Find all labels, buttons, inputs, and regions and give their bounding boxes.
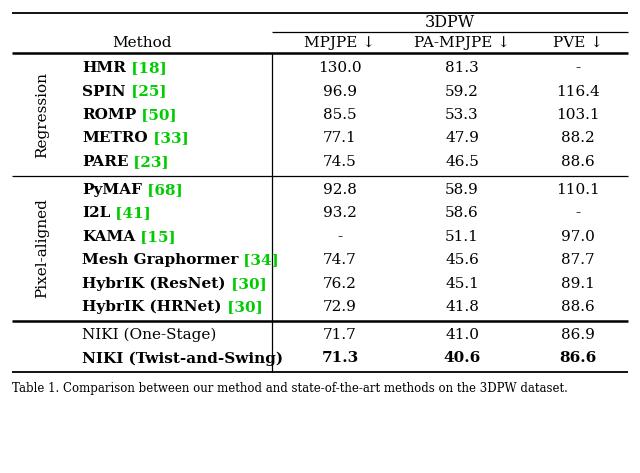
Text: 88.2: 88.2	[561, 131, 595, 146]
Text: 41.0: 41.0	[445, 328, 479, 342]
Text: Mesh Graphormer: Mesh Graphormer	[82, 253, 238, 267]
Text: [50]: [50]	[136, 108, 177, 122]
Text: 71.3: 71.3	[321, 351, 358, 366]
Text: NIKI (Twist-and-Swing): NIKI (Twist-and-Swing)	[82, 351, 283, 366]
Text: [30]: [30]	[225, 277, 266, 291]
Text: 88.6: 88.6	[561, 300, 595, 314]
Text: 74.5: 74.5	[323, 155, 357, 169]
Text: 96.9: 96.9	[323, 85, 357, 98]
Text: 76.2: 76.2	[323, 277, 357, 291]
Text: 97.0: 97.0	[561, 230, 595, 244]
Text: 58.6: 58.6	[445, 206, 479, 220]
Text: 51.1: 51.1	[445, 230, 479, 244]
Text: HybrIK (ResNet): HybrIK (ResNet)	[82, 277, 225, 291]
Text: -: -	[337, 230, 342, 244]
Text: [41]: [41]	[110, 206, 151, 220]
Text: 77.1: 77.1	[323, 131, 357, 146]
Text: 92.8: 92.8	[323, 183, 357, 197]
Text: NIKI (One-Stage): NIKI (One-Stage)	[82, 328, 216, 342]
Text: 47.9: 47.9	[445, 131, 479, 146]
Text: Method: Method	[112, 36, 172, 50]
Text: I2L: I2L	[82, 206, 110, 220]
Text: 3DPW: 3DPW	[425, 15, 475, 32]
Text: [18]: [18]	[126, 61, 166, 75]
Text: 103.1: 103.1	[556, 108, 600, 122]
Text: 45.6: 45.6	[445, 253, 479, 267]
Text: [34]: [34]	[238, 253, 279, 267]
Text: 46.5: 46.5	[445, 155, 479, 169]
Text: [15]: [15]	[135, 230, 176, 244]
Text: 74.7: 74.7	[323, 253, 357, 267]
Text: 53.3: 53.3	[445, 108, 479, 122]
Text: PVE ↓: PVE ↓	[553, 36, 603, 50]
Text: -: -	[575, 206, 580, 220]
Text: Regression: Regression	[35, 72, 49, 158]
Text: ROMP: ROMP	[82, 108, 136, 122]
Text: [30]: [30]	[221, 300, 262, 314]
Text: 85.5: 85.5	[323, 108, 357, 122]
Text: 110.1: 110.1	[556, 183, 600, 197]
Text: 89.1: 89.1	[561, 277, 595, 291]
Text: PARE: PARE	[82, 155, 129, 169]
Text: 41.8: 41.8	[445, 300, 479, 314]
Text: PA-MPJPE ↓: PA-MPJPE ↓	[414, 36, 510, 50]
Text: Table 1. Comparison between our method and state-of-the-art methods on the 3DPW : Table 1. Comparison between our method a…	[12, 382, 568, 395]
Text: 130.0: 130.0	[318, 61, 362, 75]
Text: METRO: METRO	[82, 131, 148, 146]
Text: [68]: [68]	[142, 183, 183, 197]
Text: Pixel-aligned: Pixel-aligned	[35, 199, 49, 298]
Text: [23]: [23]	[129, 155, 169, 169]
Text: SPIN: SPIN	[82, 85, 125, 98]
Text: 71.7: 71.7	[323, 328, 357, 342]
Text: HybrIK (HRNet): HybrIK (HRNet)	[82, 300, 221, 315]
Text: 72.9: 72.9	[323, 300, 357, 314]
Text: -: -	[575, 61, 580, 75]
Text: 59.2: 59.2	[445, 85, 479, 98]
Text: MPJPE ↓: MPJPE ↓	[305, 36, 376, 50]
Text: 116.4: 116.4	[556, 85, 600, 98]
Text: 87.7: 87.7	[561, 253, 595, 267]
Text: 86.9: 86.9	[561, 328, 595, 342]
Text: [33]: [33]	[148, 131, 188, 146]
Text: PyMAF: PyMAF	[82, 183, 142, 197]
Text: 86.6: 86.6	[559, 351, 596, 366]
Text: 45.1: 45.1	[445, 277, 479, 291]
Text: [25]: [25]	[125, 85, 166, 98]
Text: KAMA: KAMA	[82, 230, 135, 244]
Text: 58.9: 58.9	[445, 183, 479, 197]
Text: 88.6: 88.6	[561, 155, 595, 169]
Text: HMR: HMR	[82, 61, 126, 75]
Text: 40.6: 40.6	[444, 351, 481, 366]
Text: 93.2: 93.2	[323, 206, 357, 220]
Text: 81.3: 81.3	[445, 61, 479, 75]
